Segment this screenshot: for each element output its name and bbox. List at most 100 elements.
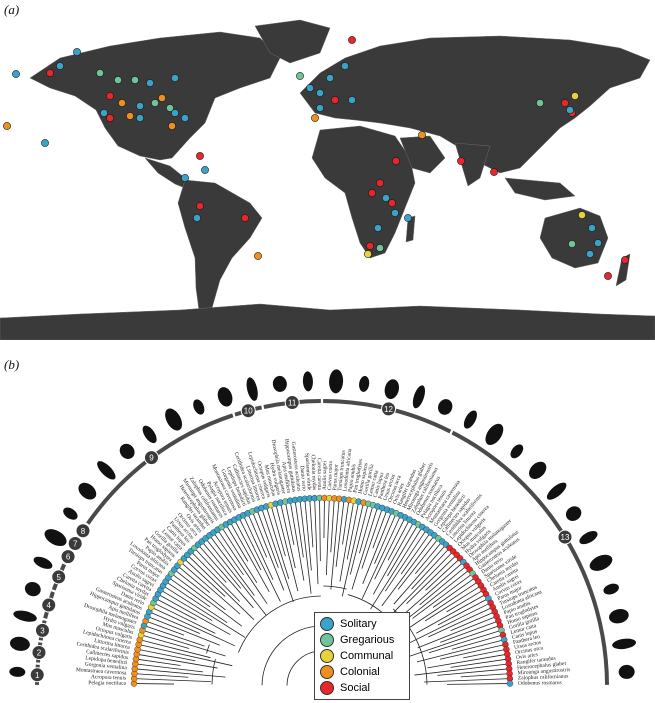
study-site-marker [374, 224, 382, 232]
terminal-branch [432, 578, 474, 608]
terminal-branch [411, 549, 448, 590]
study-site-marker [364, 250, 372, 258]
tip-label: Mirounga angustirostris [517, 667, 570, 676]
study-site-marker [3, 122, 11, 130]
terminal-branch [387, 526, 417, 577]
clade-number: 6 [66, 553, 71, 562]
terminal-branch [387, 522, 409, 561]
clade-number: 5 [56, 573, 61, 582]
terminal-branch [406, 603, 489, 645]
tip-label: Caretta caretta [316, 458, 322, 491]
legend-swatch-communal [320, 649, 334, 663]
terminal-branch [370, 529, 422, 610]
study-site-marker [306, 84, 314, 92]
legend-label: Social [340, 682, 370, 694]
terminal-branch [162, 591, 213, 621]
clade-number: 10 [244, 407, 253, 416]
terminal-branch [179, 567, 211, 593]
animal-silhouette-icon [78, 482, 97, 500]
animal-silhouette-icon [165, 408, 183, 431]
terminal-branch [450, 612, 493, 632]
terminal-branch [304, 501, 312, 571]
terminal-branch [239, 519, 281, 602]
terminal-branch [399, 563, 462, 618]
terminal-branch [182, 563, 241, 615]
terminal-branch [419, 567, 465, 606]
study-site-marker [490, 168, 498, 176]
terminal-branch [406, 556, 455, 604]
animal-silhouette-icon [142, 425, 157, 444]
south-america-landmass [177, 179, 263, 319]
study-site-marker [418, 131, 426, 139]
study-site-marker [171, 74, 179, 82]
terminal-branch [137, 678, 212, 683]
terminal-branch [146, 626, 205, 647]
tip-label: Pelagia noctiluca [88, 680, 126, 687]
study-site-marker [73, 48, 81, 56]
tip-label: Zalophus californianus [518, 673, 569, 682]
north-america-landmass [29, 31, 281, 161]
study-site-marker [376, 179, 384, 187]
study-site-marker [254, 252, 262, 260]
terminal-branch [173, 574, 243, 627]
terminal-branch [388, 553, 452, 619]
study-site-marker [382, 194, 390, 202]
animal-silhouette-icon [612, 638, 636, 650]
terminal-branch [203, 543, 242, 589]
terminal-branch [276, 506, 299, 592]
terminal-branch [463, 649, 504, 659]
terminal-branch [372, 512, 387, 549]
tip-label: Chelonia mydas [310, 454, 317, 490]
animal-silhouette-icon [589, 554, 613, 571]
study-site-marker [46, 69, 54, 77]
study-site-marker [201, 166, 209, 174]
madagascar-landmass [405, 215, 416, 243]
terminal-branch [415, 543, 441, 575]
study-site-marker [118, 99, 126, 107]
tip-label: Ursus arctos [514, 640, 542, 651]
study-site-marker [586, 250, 594, 258]
study-sites [3, 36, 629, 280]
legend-swatch-solitary [320, 617, 334, 631]
terminal-branch [374, 519, 405, 580]
terminal-branch [222, 529, 258, 584]
study-site-marker [41, 139, 49, 147]
tip-label: Gorgonia ventalina [84, 661, 127, 671]
panel-a-label: (a) [4, 2, 20, 17]
terminal-branch [404, 582, 477, 632]
clade-number: 8 [81, 527, 86, 536]
terminal-branch [176, 571, 226, 611]
terminal-branch [412, 574, 471, 619]
terminal-branch [290, 503, 305, 581]
terminal-branch [214, 534, 244, 576]
terminal-branch [137, 668, 226, 678]
study-site-marker [151, 99, 159, 107]
legend-row: Solitary [320, 616, 404, 632]
terminal-branch [151, 612, 200, 634]
clade-number: 1 [35, 671, 40, 680]
tip-label: Heterocephalus glaber [517, 661, 567, 672]
clade-number: 7 [73, 540, 78, 549]
animal-silhouette-icon [63, 507, 78, 520]
study-site-marker [536, 99, 544, 107]
terminal-branch [138, 659, 181, 666]
terminal-branch [425, 560, 459, 591]
clade-number: 13 [561, 533, 570, 542]
tree-branches [137, 501, 507, 686]
terminal-branch [381, 537, 434, 607]
study-site-marker [126, 112, 134, 120]
legend-row: Colonial [320, 664, 404, 680]
animal-silhouette-icon [24, 581, 41, 597]
tip-label: Homo sapiens [358, 463, 370, 495]
terminal-branch [372, 524, 413, 595]
clade-badge [557, 529, 573, 545]
antarctica-landmass [0, 303, 655, 340]
terminal-branch [424, 586, 479, 622]
clade-badge [381, 401, 397, 417]
terminal-branch [170, 578, 211, 608]
india-landmass [454, 142, 491, 187]
australia-landmass [539, 207, 609, 269]
terminal-branch [341, 505, 364, 597]
tip-label: Corvus corax [327, 460, 334, 490]
